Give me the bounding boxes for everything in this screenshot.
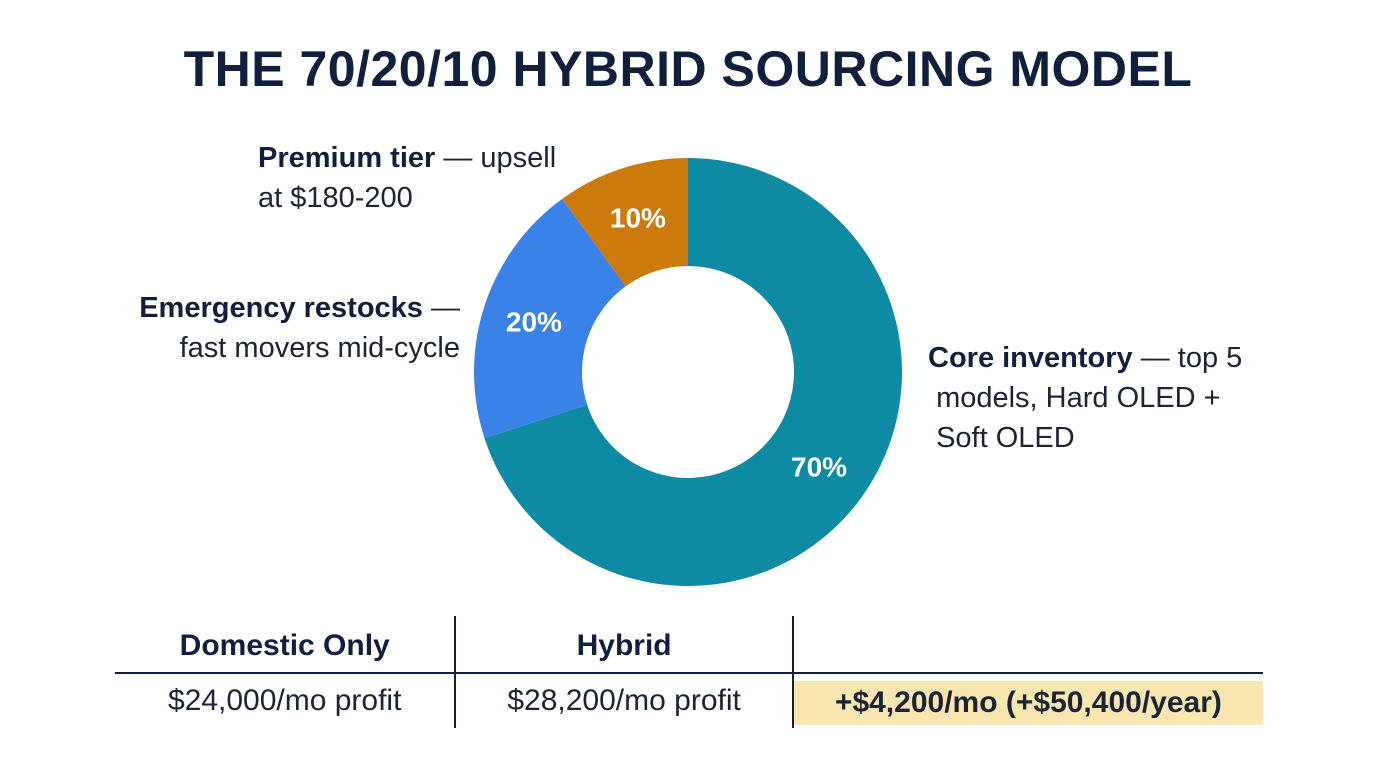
header-hybrid: Hybrid [456, 616, 794, 672]
donut-label-emergency-restocks: 20% [506, 306, 562, 337]
header-difference [794, 616, 1263, 672]
callout-premium-rest2: at $180-200 [258, 182, 413, 214]
callout-emergency: Emergency restocks — fast movers mid-cyc… [112, 288, 460, 368]
callout-premium-bold: Premium tier [258, 142, 436, 174]
donut-slice-core-inventory [484, 158, 902, 586]
callout-premium-rest1: — upsell [435, 142, 557, 174]
callout-emergency-rest2: fast movers mid-cycle [179, 332, 460, 364]
comparison-value-row: $24,000/mo profit $28,200/mo profit +$4,… [115, 674, 1263, 728]
callout-premium: Premium tier — upsell at $180-200 [258, 138, 556, 218]
donut-label-premium-tier: 10% [610, 202, 666, 233]
callout-emergency-bold: Emergency restocks [139, 292, 423, 324]
value-difference-cell: +$4,200/mo (+$50,400/year) [793, 674, 1263, 728]
callout-core: Core inventory — top 5 models, Hard OLED… [928, 338, 1288, 458]
callout-core-rest2: models, Hard OLED + [936, 382, 1221, 414]
value-domestic: $24,000/mo profit [115, 674, 457, 728]
callout-core-bold: Core inventory [928, 342, 1133, 374]
donut-slice-premium-tier [562, 158, 688, 287]
value-difference: +$4,200/mo (+$50,400/year) [793, 681, 1263, 725]
callout-core-rest1: — top 5 [1132, 342, 1243, 374]
donut-slice-emergency-restocks [474, 198, 626, 439]
callout-emergency-rest1: — [422, 292, 460, 324]
page-title: THE 70/20/10 HYBRID SOURCING MODEL [183, 41, 1193, 97]
value-hybrid: $28,200/mo profit [456, 674, 794, 728]
donut-label-core-inventory: 70% [791, 452, 847, 483]
comparison-table: Domestic Only Hybrid $24,000/mo profit $… [115, 616, 1263, 728]
callout-core-rest3: Soft OLED [936, 422, 1075, 454]
comparison-header-row: Domestic Only Hybrid [115, 616, 1263, 674]
header-domestic: Domestic Only [115, 616, 457, 672]
